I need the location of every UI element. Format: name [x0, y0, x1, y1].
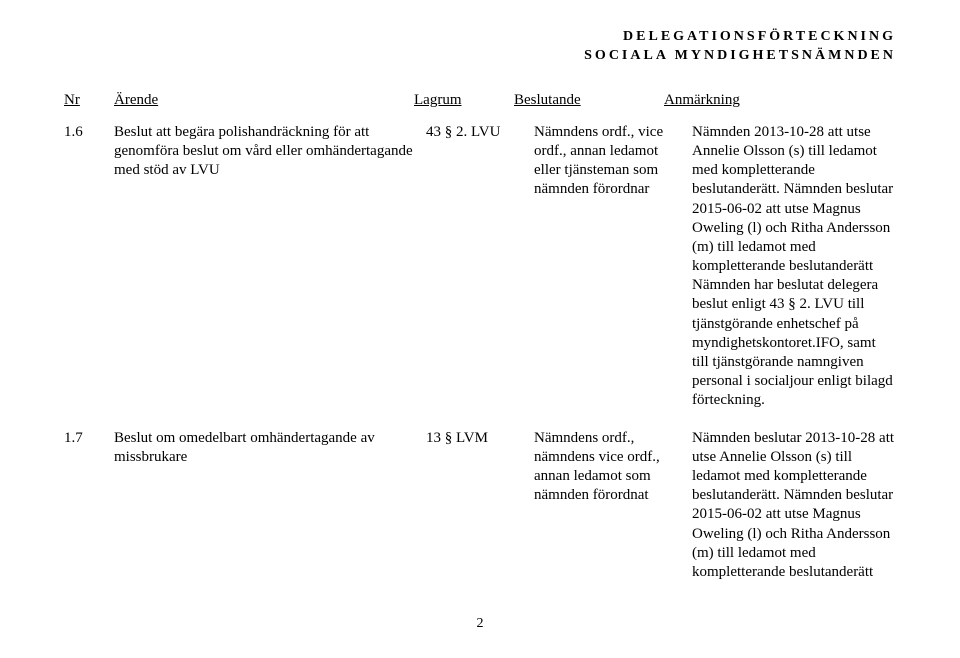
- cell-arende: Beslut om omedelbart omhändertagande av …: [114, 429, 426, 467]
- table-row: 1.6 Beslut att begära polishandräckning …: [64, 123, 896, 411]
- document-header: DELEGATIONSFÖRTECKNING SOCIALA MYNDIGHET…: [64, 28, 896, 66]
- table-row: 1.7 Beslut om omedelbart omhändertagande…: [64, 429, 896, 583]
- header-line-2: SOCIALA MYNDIGHETSNÄMNDEN: [64, 47, 896, 66]
- table-header-row: Nr Ärende Lagrum Beslutande Anmärkning: [64, 92, 896, 109]
- col-header-nr: Nr: [64, 92, 114, 109]
- col-header-beslutande: Beslutande: [514, 92, 664, 109]
- page-container: DELEGATIONSFÖRTECKNING SOCIALA MYNDIGHET…: [0, 0, 960, 658]
- cell-arende: Beslut att begära polishandräckning för …: [114, 123, 426, 181]
- cell-nr: 1.6: [64, 123, 114, 142]
- cell-anmarkning: Nämnden beslutar 2013-10-28 att utse Ann…: [692, 429, 896, 583]
- col-header-anmarkning: Anmärkning: [664, 92, 896, 109]
- cell-lagrum: 43 § 2. LVU: [426, 123, 534, 142]
- table-rows: 1.6 Beslut att begära polishandräckning …: [64, 123, 896, 582]
- cell-lagrum: 13 § LVM: [426, 429, 534, 448]
- cell-beslutande: Nämndens ordf., nämndens vice ordf., ann…: [534, 429, 692, 506]
- col-header-lagrum: Lagrum: [414, 92, 514, 109]
- cell-nr: 1.7: [64, 429, 114, 448]
- page-number: 2: [0, 616, 960, 632]
- cell-beslutande: Nämndens ordf., vice ordf., annan ledamo…: [534, 123, 692, 200]
- header-line-1: DELEGATIONSFÖRTECKNING: [64, 28, 896, 47]
- col-header-arende: Ärende: [114, 92, 414, 109]
- cell-anmarkning: Nämnden 2013-10-28 att utse Annelie Olss…: [692, 123, 896, 411]
